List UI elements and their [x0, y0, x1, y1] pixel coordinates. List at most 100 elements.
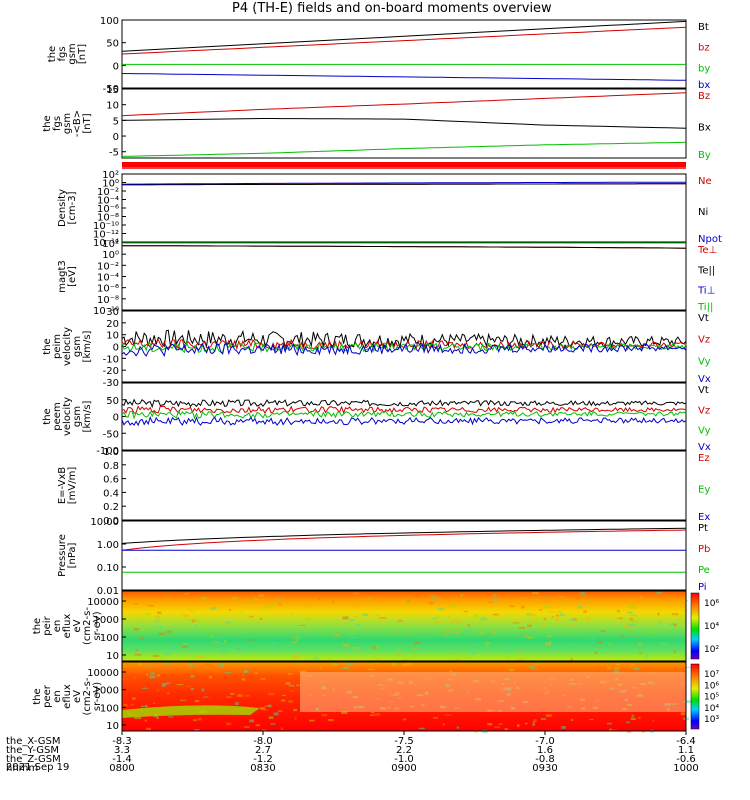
spectrogram-texture [192, 619, 195, 623]
spectrogram-texture [272, 641, 276, 645]
time-row-value: 1000 [673, 763, 698, 774]
spectrogram-texture [374, 713, 380, 716]
y-tick-label: 10⁻⁸ [97, 295, 119, 306]
spectrogram-texture [447, 630, 452, 632]
y-axis-label: magt3[eV] [57, 260, 78, 293]
y-axis-label-line: -<B> [72, 110, 83, 137]
spectrogram-texture [480, 617, 487, 621]
y-axis-label-line: fgs [57, 46, 68, 61]
spectrogram-texture [292, 636, 296, 639]
spectrogram-texture [182, 614, 189, 617]
y-tick-label: 1000 [94, 686, 119, 697]
y-tick-label: 10⁻⁴ [97, 196, 119, 207]
y-axis-label-line: [mV/m] [67, 467, 78, 505]
spectrogram-texture [627, 625, 634, 629]
spectrogram-texture [546, 635, 552, 637]
spectrogram-texture [684, 700, 692, 703]
series-line-Bt [121, 20, 687, 52]
spectrogram-texture [181, 645, 188, 648]
series-line-Pt [121, 527, 687, 544]
colorbar [690, 592, 700, 660]
time-row-value: -1.2 [253, 754, 273, 765]
spectrogram-texture [466, 657, 473, 659]
series-line-Bx [121, 118, 687, 129]
spectrogram-texture [427, 620, 430, 623]
spectrogram-texture [249, 615, 254, 618]
spectrogram-texture [556, 610, 562, 613]
legend-Vt: Vt [698, 313, 709, 324]
spectrogram-texture [590, 637, 595, 641]
y-axis-label: E=-VxB[mV/m] [57, 467, 78, 505]
spectrogram-texture [471, 651, 476, 655]
y-axis-label-line: [nPa] [67, 542, 78, 568]
spectrogram-texture [557, 596, 564, 598]
spectrogram-texture [541, 718, 546, 720]
spectrogram-texture [370, 712, 375, 714]
legend-Bz: Bz [698, 91, 710, 102]
spectrogram-texture [280, 727, 284, 730]
panel-8: thepeirenefluxeV(cm2-s-sr-eV) [32, 590, 700, 664]
spectrogram-texture [527, 624, 532, 627]
y-tick-label: 0.4 [103, 488, 119, 499]
spectrogram-texture [210, 606, 217, 610]
y-axis-label-line: Density [57, 189, 68, 227]
spectrogram-texture [132, 697, 136, 700]
spectrogram-texture [646, 654, 649, 658]
spectrogram-texture [334, 634, 341, 637]
spectrogram-texture [672, 613, 679, 616]
y-axis-label-line: en [52, 690, 63, 703]
colorbar-tick-label: 10⁴ [704, 704, 719, 714]
spectrogram-texture [194, 729, 200, 731]
y-tick-label: 10⁻⁸ [97, 213, 119, 224]
y-axis-label-line: velocity [62, 327, 73, 366]
panel-9: thepeerenefluxeV(cm2-s-sr-eV) [32, 661, 700, 733]
spectrogram-texture [467, 623, 470, 627]
spectrogram-texture [225, 622, 228, 626]
spectrogram-texture [366, 597, 372, 599]
spectrogram-texture [193, 719, 197, 722]
y-tick-label: -50 [103, 429, 119, 440]
spectrogram-texture [494, 726, 500, 729]
y-tick-label: 100 [100, 633, 119, 644]
y-tick-label: 10⁻¹⁰ [93, 221, 119, 232]
colorbar-tick-label: 10³ [704, 715, 719, 725]
spectrogram-texture [327, 657, 333, 659]
y-tick-label: 5 [113, 116, 119, 127]
y-tick-label: 1.0 [103, 447, 119, 458]
spectrogram-texture [519, 626, 525, 629]
spectrogram-texture [637, 643, 642, 646]
spectrogram-texture [432, 600, 440, 603]
spectrogram-texture [607, 643, 612, 645]
spectrogram-texture [298, 662, 302, 664]
y-axis-label-line: magt3 [57, 260, 68, 293]
spectrogram-texture [609, 728, 612, 731]
spectrogram-texture [260, 678, 266, 680]
spectrogram-texture [442, 723, 445, 726]
y-tick-label: 50 [106, 396, 119, 407]
spectrogram-texture [156, 689, 159, 692]
spectrogram-texture [277, 710, 284, 712]
spectrogram-texture [614, 617, 620, 620]
spectrogram-texture [658, 622, 663, 625]
panel-5: thepeemvelocitygsm[km/s] [42, 382, 687, 451]
spectrogram-texture [454, 630, 460, 634]
spectrogram-texture [231, 597, 238, 600]
spectrogram-texture [154, 620, 160, 622]
legend-Bt: Bt [698, 22, 709, 33]
spectrogram-texture [349, 632, 356, 635]
spectrogram-texture [294, 629, 301, 631]
spectrogram-texture [498, 723, 503, 725]
spectrogram-texture [532, 720, 536, 724]
spectrogram-texture [492, 599, 498, 602]
y-axis-label-line: [km/s] [82, 400, 93, 432]
legend-Pe: Pe [698, 565, 710, 576]
spectrogram-texture [197, 717, 202, 721]
spectrogram-texture [208, 675, 212, 679]
spectrogram-texture [492, 613, 499, 616]
y-tick-label: 1.00 [97, 540, 119, 551]
spectrogram-texture [480, 632, 485, 635]
spectrogram-texture [276, 598, 279, 601]
spectrogram-texture [551, 659, 554, 662]
colorbar-tick-label: 10⁶ [704, 599, 719, 609]
y-tick-label: 10⁰ [102, 179, 119, 190]
